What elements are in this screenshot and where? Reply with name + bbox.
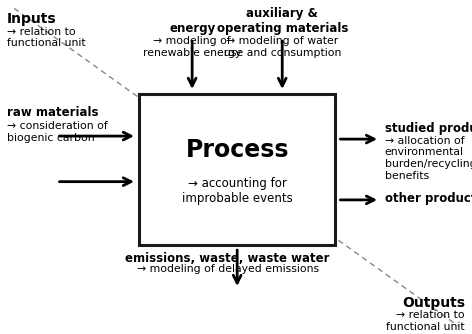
Text: other product(s): other product(s) <box>385 192 472 205</box>
Text: Process: Process <box>185 138 289 162</box>
Text: energy: energy <box>169 22 215 35</box>
Text: → relation to
functional unit: → relation to functional unit <box>386 310 465 332</box>
Text: studied product: studied product <box>385 122 472 135</box>
Text: raw materials: raw materials <box>7 106 99 119</box>
Text: → relation to
functional unit: → relation to functional unit <box>7 27 86 48</box>
Text: → allocation of
environmental
burden/recycling
benefits: → allocation of environmental burden/rec… <box>385 136 472 181</box>
Text: → modeling of
renewable energy: → modeling of renewable energy <box>143 36 241 58</box>
Text: Outputs: Outputs <box>402 296 465 310</box>
Bar <box>139 94 335 245</box>
Text: auxiliary &
operating materials: auxiliary & operating materials <box>217 7 348 35</box>
Text: → modeling of delayed emissions: → modeling of delayed emissions <box>137 264 319 274</box>
Text: → accounting for
improbable events: → accounting for improbable events <box>182 177 293 205</box>
Text: → consideration of
biogenic carbon: → consideration of biogenic carbon <box>7 121 108 143</box>
Text: Inputs: Inputs <box>7 12 57 26</box>
Text: → modeling of water
use and consumption: → modeling of water use and consumption <box>224 36 341 58</box>
Text: emissions, waste, waste water: emissions, waste, waste water <box>126 252 330 265</box>
